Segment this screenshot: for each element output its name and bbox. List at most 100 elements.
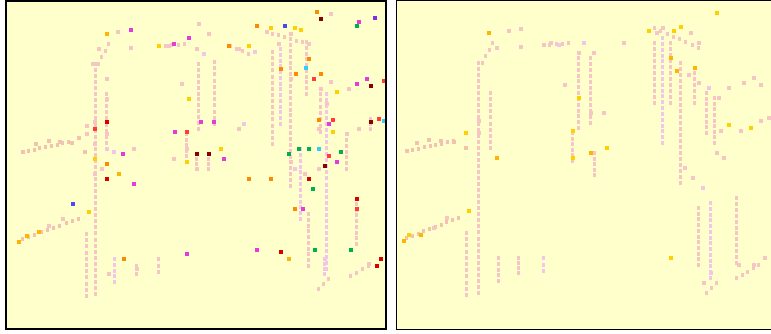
sketch-color-cell — [313, 248, 317, 252]
sketch-color-cell — [247, 44, 251, 48]
sketch-stroke-cell — [497, 279, 500, 283]
sketch-stroke-cell — [40, 230, 43, 234]
sketch-stroke-cell — [323, 272, 326, 276]
sketch-stroke-cell — [279, 105, 282, 109]
sketch-stroke-cell — [661, 94, 664, 98]
sketch-stroke-cell — [33, 148, 36, 152]
sketch-stroke-cell — [679, 109, 682, 113]
sketch-stroke-cell — [345, 138, 348, 142]
sketch-stroke-cell — [271, 62, 274, 66]
sketch-color-cell — [237, 127, 241, 131]
sketch-color-cell — [605, 146, 609, 150]
sketch-stroke-cell — [653, 83, 656, 87]
sketch-stroke-cell — [465, 250, 468, 254]
sketch-color-cell — [222, 157, 226, 161]
sketch-stroke-cell — [679, 133, 682, 137]
sketch-stroke-cell — [653, 77, 656, 81]
sketch-stroke-cell — [679, 127, 682, 131]
sketch-color-cell — [329, 12, 333, 16]
sketch-stroke-cell — [197, 86, 200, 90]
sketch-color-cell — [289, 160, 293, 164]
sketch-stroke-cell — [105, 110, 108, 114]
sketch-color-cell — [345, 132, 349, 136]
sketch-stroke-cell — [735, 249, 738, 253]
sketch-stroke-cell — [345, 161, 348, 165]
sketch-stroke-cell — [679, 61, 682, 65]
sketch-color-cell — [742, 81, 746, 85]
sketch-stroke-cell — [589, 97, 592, 101]
sketch-color-cell — [487, 31, 491, 35]
sketch-color-cell — [237, 47, 241, 51]
sketch-color-cell — [293, 167, 297, 171]
sketch-stroke-cell — [307, 224, 310, 228]
sketch-stroke-cell — [669, 65, 672, 69]
sketch-stroke-cell — [94, 74, 97, 78]
sketch-stroke-cell — [735, 220, 738, 224]
sketch-stroke-cell — [94, 268, 97, 272]
sketch-stroke-cell — [709, 247, 712, 251]
sketch-stroke-cell — [757, 263, 760, 267]
sketch-stroke-cell — [669, 71, 672, 75]
sketch-stroke-cell — [477, 188, 480, 192]
sketch-stroke-cell — [44, 145, 47, 149]
sketch-stroke-cell — [735, 276, 738, 280]
sketch-stroke-cell — [417, 147, 420, 151]
sketch-color-cell — [622, 41, 626, 45]
sketch-color-cell — [294, 72, 298, 76]
sketch-color-cell — [77, 136, 81, 140]
sketch-stroke-cell — [94, 207, 97, 211]
sketch-stroke-cell — [477, 273, 480, 277]
sketch-stroke-cell — [307, 235, 310, 239]
sketch-stroke-cell — [113, 269, 116, 273]
sketch-stroke-cell — [679, 139, 682, 143]
sketch-stroke-cell — [489, 134, 492, 138]
sketch-color-cell — [592, 51, 596, 55]
sketch-stroke-cell — [345, 155, 348, 159]
sketch-stroke-cell — [305, 63, 308, 67]
sketch-stroke-cell — [345, 144, 348, 148]
sketch-stroke-cell — [85, 269, 88, 273]
sketch-stroke-cell — [661, 118, 664, 122]
sketch-color-cell — [672, 29, 676, 33]
sketch-stroke-cell — [577, 126, 580, 130]
sketch-stroke-cell — [713, 107, 716, 111]
sketch-stroke-cell — [213, 103, 216, 107]
sketch-stroke-cell — [94, 177, 97, 181]
sketch-color-cell — [61, 217, 65, 221]
sketch-stroke-cell — [653, 101, 656, 105]
sketch-stroke-cell — [659, 29, 662, 33]
sketch-color-cell — [577, 51, 581, 55]
sketch-color-cell — [105, 147, 109, 151]
sketch-stroke-cell — [577, 109, 580, 113]
sketch-stroke-cell — [477, 85, 480, 89]
sketch-stroke-cell — [477, 243, 480, 247]
sketch-stroke-cell — [157, 264, 160, 268]
sketch-stroke-cell — [319, 124, 322, 128]
sketch-stroke-cell — [27, 149, 30, 153]
sketch-stroke-cell — [735, 208, 738, 212]
sketch-stroke-cell — [709, 201, 712, 205]
sketch-stroke-cell — [477, 152, 480, 156]
sketch-color-cell — [317, 118, 321, 122]
sketch-stroke-cell — [213, 91, 216, 95]
sketch-stroke-cell — [589, 68, 592, 72]
sketch-stroke-cell — [661, 71, 664, 75]
sketch-stroke-cell — [279, 70, 282, 74]
sketch-color-cell — [445, 216, 449, 220]
sketch-stroke-cell — [301, 40, 304, 44]
sketch-color-cell — [717, 96, 721, 100]
sketch-color-cell — [289, 77, 293, 81]
sketch-stroke-cell — [577, 114, 580, 118]
sketch-stroke-cell — [94, 262, 97, 266]
sketch-stroke-cell — [434, 143, 437, 147]
sketch-stroke-cell — [477, 61, 480, 65]
sketch-stroke-cell — [289, 137, 292, 141]
sketch-color-cell — [269, 26, 273, 30]
sketch-stroke-cell — [279, 47, 282, 51]
sketch-color-cell — [227, 44, 231, 48]
sketch-color-cell — [669, 256, 673, 260]
sketch-stroke-cell — [197, 121, 200, 125]
sketch-stroke-cell — [679, 163, 682, 167]
sketch-color-cell — [719, 129, 723, 133]
sketch-stroke-cell — [697, 263, 700, 267]
